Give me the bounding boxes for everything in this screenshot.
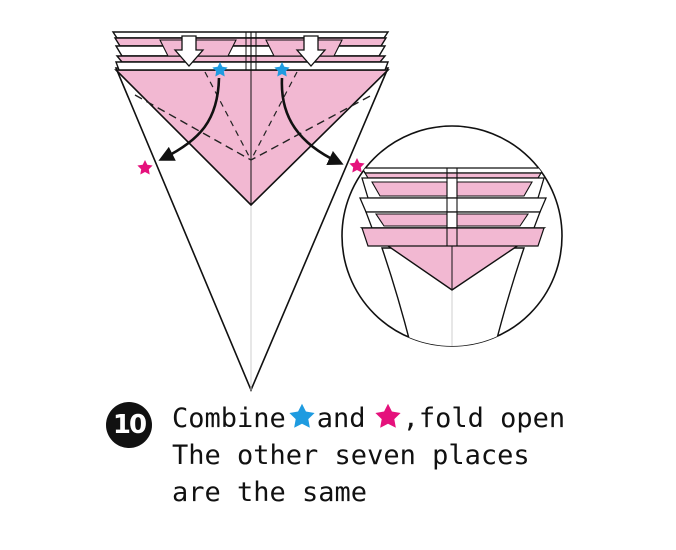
star-icon <box>212 62 228 77</box>
instruction-line-1: Combine and ,fold open <box>172 400 565 437</box>
instruction-text: ,fold open <box>402 403 566 434</box>
star-icon <box>274 62 290 77</box>
curved-arrow-icon <box>280 77 344 166</box>
main-model <box>111 31 390 393</box>
step-number-badge: 10 <box>106 402 152 448</box>
curved-arrow-icon <box>158 77 221 161</box>
magnified-view <box>341 125 563 347</box>
down-arrow-icon <box>173 35 205 67</box>
instruction-text: Combine <box>172 403 286 434</box>
down-arrow-icon <box>295 35 327 67</box>
instruction-line-3: are the same <box>172 477 368 508</box>
top-layers <box>111 31 390 71</box>
instruction-text: and <box>316 403 366 434</box>
star-icon <box>349 158 365 173</box>
star-icon <box>289 403 315 428</box>
star-icon <box>137 160 153 175</box>
instructions: Combine and ,fold open The other seven pla… <box>172 400 565 511</box>
star-icon <box>374 403 401 428</box>
instruction-line-2: The other seven places <box>172 440 530 471</box>
